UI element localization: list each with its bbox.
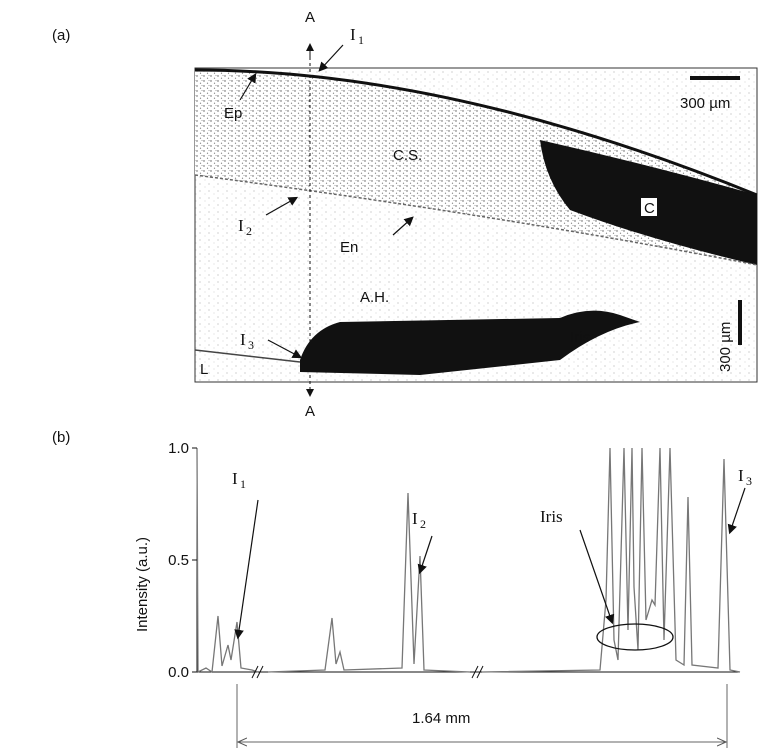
section-label: A — [305, 9, 315, 26]
scale-label: 300 µm — [680, 95, 730, 112]
section-label: A — [305, 403, 315, 420]
distance-label: 1.64 mm — [412, 710, 470, 727]
annotation: I — [412, 509, 418, 528]
annotation: Iris — [540, 507, 563, 526]
oct-image — [194, 43, 758, 397]
c-label: C — [644, 200, 655, 217]
annotation-sub: 1 — [240, 477, 246, 491]
panel-label: (b) — [52, 429, 70, 446]
y-tick-label: 1.0 — [168, 440, 189, 457]
interface-label: I — [238, 216, 244, 235]
iris-label: Iris — [570, 329, 590, 346]
y-tick-label: 0.0 — [168, 664, 189, 681]
annotation: I — [738, 466, 744, 485]
en-label: En — [340, 239, 358, 256]
interface-label: I — [240, 330, 246, 349]
annotation-sub: 3 — [746, 474, 752, 488]
l-label: L — [200, 361, 208, 378]
interface-sub: 2 — [246, 224, 252, 238]
interface-sub: 3 — [248, 338, 254, 352]
y-tick-label: 0.5 — [168, 552, 189, 569]
scale-label: 300 µm — [717, 322, 734, 372]
ah-label: A.H. — [360, 289, 389, 306]
annotation-sub: 2 — [420, 517, 426, 531]
interface-sub: 1 — [358, 33, 364, 47]
y-axis-label: Intensity (a.u.) — [134, 537, 151, 632]
ep-label: Ep — [224, 105, 242, 122]
annotation: I — [232, 469, 238, 488]
axis — [196, 447, 746, 748]
interface-label: I — [350, 25, 356, 44]
cs-label: C.S. — [393, 147, 422, 164]
panel-label: (a) — [52, 27, 70, 44]
